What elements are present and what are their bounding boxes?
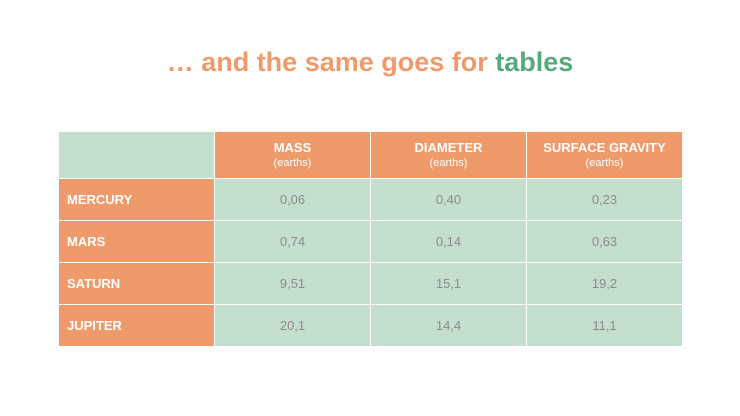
header-unit: (earths) bbox=[429, 157, 468, 169]
header-mass: MASS (earths) bbox=[214, 131, 371, 179]
header-title: DIAMETER bbox=[414, 140, 483, 155]
row-label: SATURN bbox=[58, 262, 215, 305]
table-cell: 0,74 bbox=[214, 220, 371, 263]
table-header-row: MASS (earths) DIAMETER (earths) SURFACE … bbox=[58, 131, 683, 179]
table-row-jupiter: JUPITER 20,1 14,4 11,1 bbox=[58, 304, 683, 347]
header-diameter: DIAMETER (earths) bbox=[370, 131, 527, 179]
row-label: MERCURY bbox=[58, 178, 215, 221]
table-row-saturn: SATURN 9,51 15,1 19,2 bbox=[58, 262, 683, 305]
header-title: SURFACE GRAVITY bbox=[543, 140, 666, 155]
table-cell: 15,1 bbox=[370, 262, 527, 305]
table-corner-cell bbox=[58, 131, 215, 179]
table-row-mars: MARS 0,74 0,14 0,63 bbox=[58, 220, 683, 263]
table-cell: 0,06 bbox=[214, 178, 371, 221]
header-title: MASS bbox=[273, 140, 312, 155]
planets-table: MASS (earths) DIAMETER (earths) SURFACE … bbox=[58, 131, 683, 347]
title-main-text: … and the same goes for bbox=[166, 47, 496, 77]
table-cell: 0,40 bbox=[370, 178, 527, 221]
table-cell: 20,1 bbox=[214, 304, 371, 347]
header-unit: (earths) bbox=[585, 157, 624, 169]
table-cell: 14,4 bbox=[370, 304, 527, 347]
row-label: JUPITER bbox=[58, 304, 215, 347]
header-surface-gravity: SURFACE GRAVITY (earths) bbox=[526, 131, 683, 179]
header-unit: (earths) bbox=[273, 157, 312, 169]
table-cell: 19,2 bbox=[526, 262, 683, 305]
slide-title: … and the same goes for tables bbox=[0, 44, 740, 80]
table-cell: 0,63 bbox=[526, 220, 683, 263]
row-label: MARS bbox=[58, 220, 215, 263]
table-cell: 9,51 bbox=[214, 262, 371, 305]
table-row-mercury: MERCURY 0,06 0,40 0,23 bbox=[58, 178, 683, 221]
table-cell: 0,14 bbox=[370, 220, 527, 263]
table-cell: 11,1 bbox=[526, 304, 683, 347]
title-accent-text: tables bbox=[495, 47, 574, 77]
table-cell: 0,23 bbox=[526, 178, 683, 221]
